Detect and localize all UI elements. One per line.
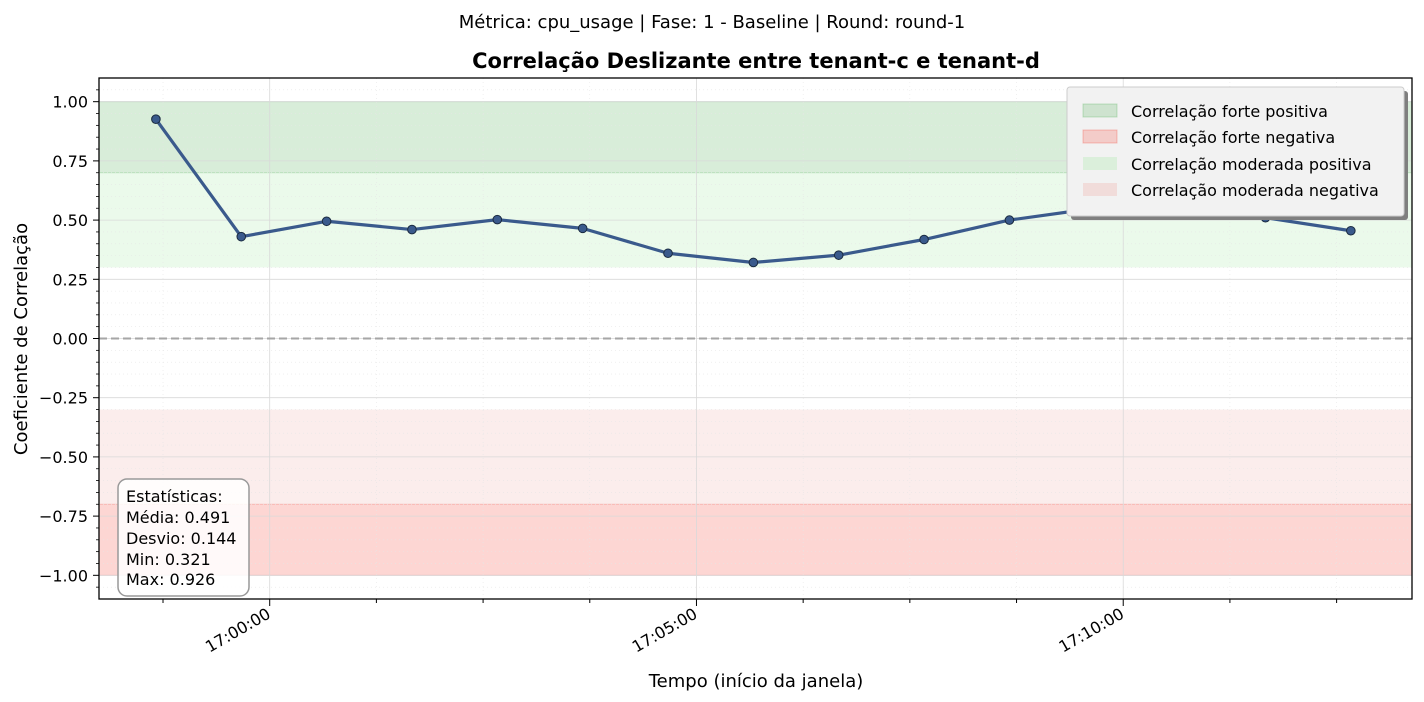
chart-title: Correlação Deslizante entre tenant-c e t…: [472, 49, 1040, 73]
data-point: [919, 234, 929, 245]
data-point: [1004, 215, 1015, 225]
stats-mean: Média: 0.491: [126, 508, 230, 527]
x-axis-label: Tempo (início da janela): [648, 671, 864, 692]
x-tick-label: 17:05:00: [629, 604, 701, 656]
legend-swatch-moderate-positive: [1083, 157, 1117, 170]
x-tick-label: 17:00:00: [202, 604, 274, 656]
stats-box-frame: [117, 478, 250, 597]
y-axis-label: Coeficiente de Correlação: [11, 223, 32, 455]
legend: Correlação forte positiva Correlação for…: [1066, 86, 1408, 220]
data-point: [748, 257, 759, 268]
y-tick-label: −0.50: [39, 448, 88, 467]
stats-min: Min: 0.321: [126, 550, 211, 569]
data-point: [833, 250, 844, 260]
legend-swatch-strong-positive: [1082, 103, 1118, 118]
legend-label-strong-negative: Correlação forte negativa: [1131, 128, 1335, 147]
y-tick-label: 0.50: [52, 211, 88, 230]
y-tick-label: −1.00: [39, 566, 88, 585]
data-point: [321, 216, 332, 227]
y-tick-label: 0.75: [52, 152, 88, 171]
legend-label-moderate-negative: Correlação moderada negativa: [1131, 181, 1379, 200]
y-tick-label: 0.00: [52, 330, 88, 349]
stats-box: Estatísticas: Média: 0.491 Desvio: 0.144…: [117, 478, 250, 597]
y-tick-label: −0.75: [39, 507, 88, 526]
data-point: [492, 214, 503, 225]
stats-std: Desvio: 0.144: [126, 529, 236, 548]
x-tick-label: 17:10:00: [1055, 604, 1127, 656]
y-tick-label: 0.25: [52, 270, 88, 289]
axes-frame: [98, 77, 1413, 600]
legend-swatch-moderate-negative: [1083, 183, 1117, 196]
legend-swatch-strong-negative: [1082, 129, 1118, 144]
plot-area: −1.00 −0.75 −0.50 −0.25 0.00 0.25 0.50 0.75 1.00…: [39, 78, 1412, 656]
chart-suptitle: Métrica: cpu_usage | Fase: 1 - Baseline …: [459, 12, 965, 33]
stats-max: Max: 0.926: [126, 570, 215, 589]
data-point: [407, 224, 417, 235]
data-point: [1346, 225, 1356, 236]
y-tick-label: −0.25: [39, 389, 88, 408]
data-point: [151, 114, 161, 125]
stats-heading: Estatísticas:: [126, 487, 223, 506]
y-tick-label: 1.00: [52, 93, 88, 112]
legend-label-moderate-positive: Correlação moderada positiva: [1131, 155, 1372, 174]
legend-box: [1066, 86, 1405, 217]
legend-label-strong-positive: Correlação forte positiva: [1131, 102, 1328, 121]
data-point: [577, 223, 588, 234]
data-point: [663, 248, 673, 259]
data-point: [236, 231, 247, 242]
